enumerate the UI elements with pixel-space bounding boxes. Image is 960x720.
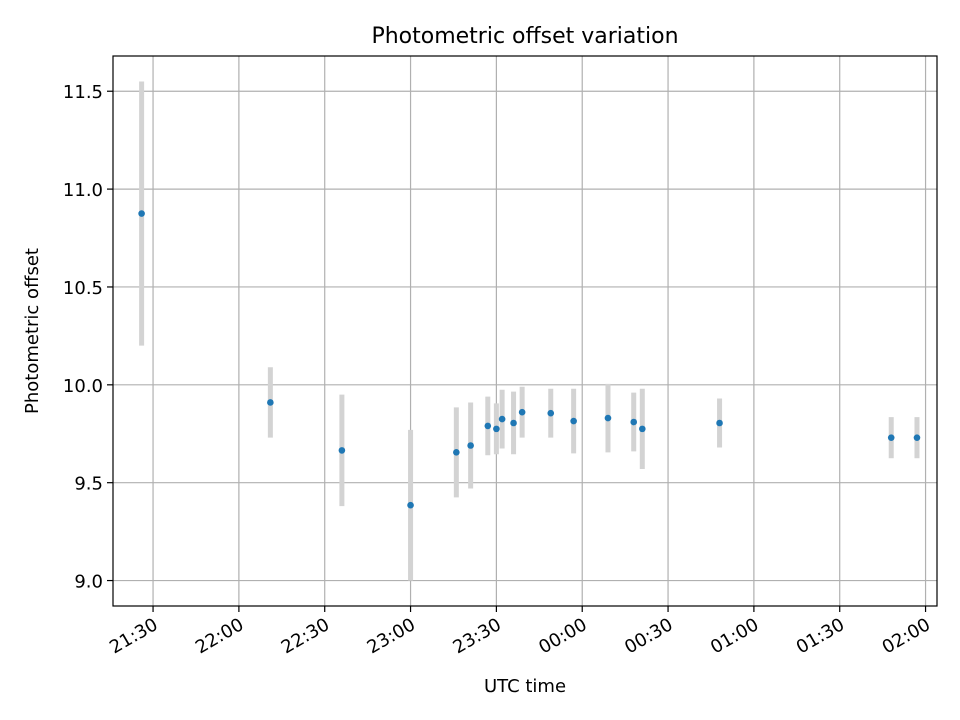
data-point [138,210,145,217]
x-tick-label: 01:30 [793,614,848,658]
y-tick-label: 9.0 [74,572,103,593]
data-point [467,442,474,449]
data-point [498,415,506,423]
data-point [716,419,723,427]
plot-frame [112,55,938,607]
x-tick-label: 02:00 [879,614,934,658]
y-axis-label: Photometric offset [22,248,43,414]
data-point [510,419,517,427]
x-tick-label: 00:30 [621,614,676,658]
x-tick-label: 22:30 [278,614,333,658]
chart-title: Photometric offset variation [371,24,678,49]
error-bars [139,81,920,581]
data-point [887,434,895,441]
y-tick-label: 9.5 [74,474,103,495]
data-point [338,447,346,454]
data-point [547,409,555,417]
data-point [453,449,460,456]
data-point [407,501,414,509]
grid [113,56,937,606]
x-axis: 21:30 22:00 22:30 23:00 23:30 00:00 00:30 01:00… [106,606,934,658]
data-point [630,418,638,426]
data-point [570,417,577,425]
x-tick-label: 22:00 [192,614,247,658]
data-point [639,425,646,433]
data-point [484,422,492,430]
x-axis-label: UTC time [484,676,566,697]
x-tick-label: 23:00 [364,614,419,658]
data-points [138,210,921,509]
y-tick-label: 11.0 [63,180,103,201]
y-tick-label: 10.0 [63,376,103,397]
y-tick-label: 10.5 [63,278,103,299]
data-point [518,408,526,416]
data-point [267,399,274,406]
x-tick-label: 01:00 [707,614,762,658]
data-point [493,425,500,433]
x-tick-label: 00:00 [535,614,590,658]
x-tick-label: 23:30 [449,614,504,658]
x-tick-label: 21:30 [106,614,161,658]
y-tick-label: 11.5 [63,82,103,103]
data-point [913,434,921,441]
data-point [604,414,612,422]
y-axis: 9.0 9.5 10.0 10.5 11.0 11.5 [63,82,113,593]
